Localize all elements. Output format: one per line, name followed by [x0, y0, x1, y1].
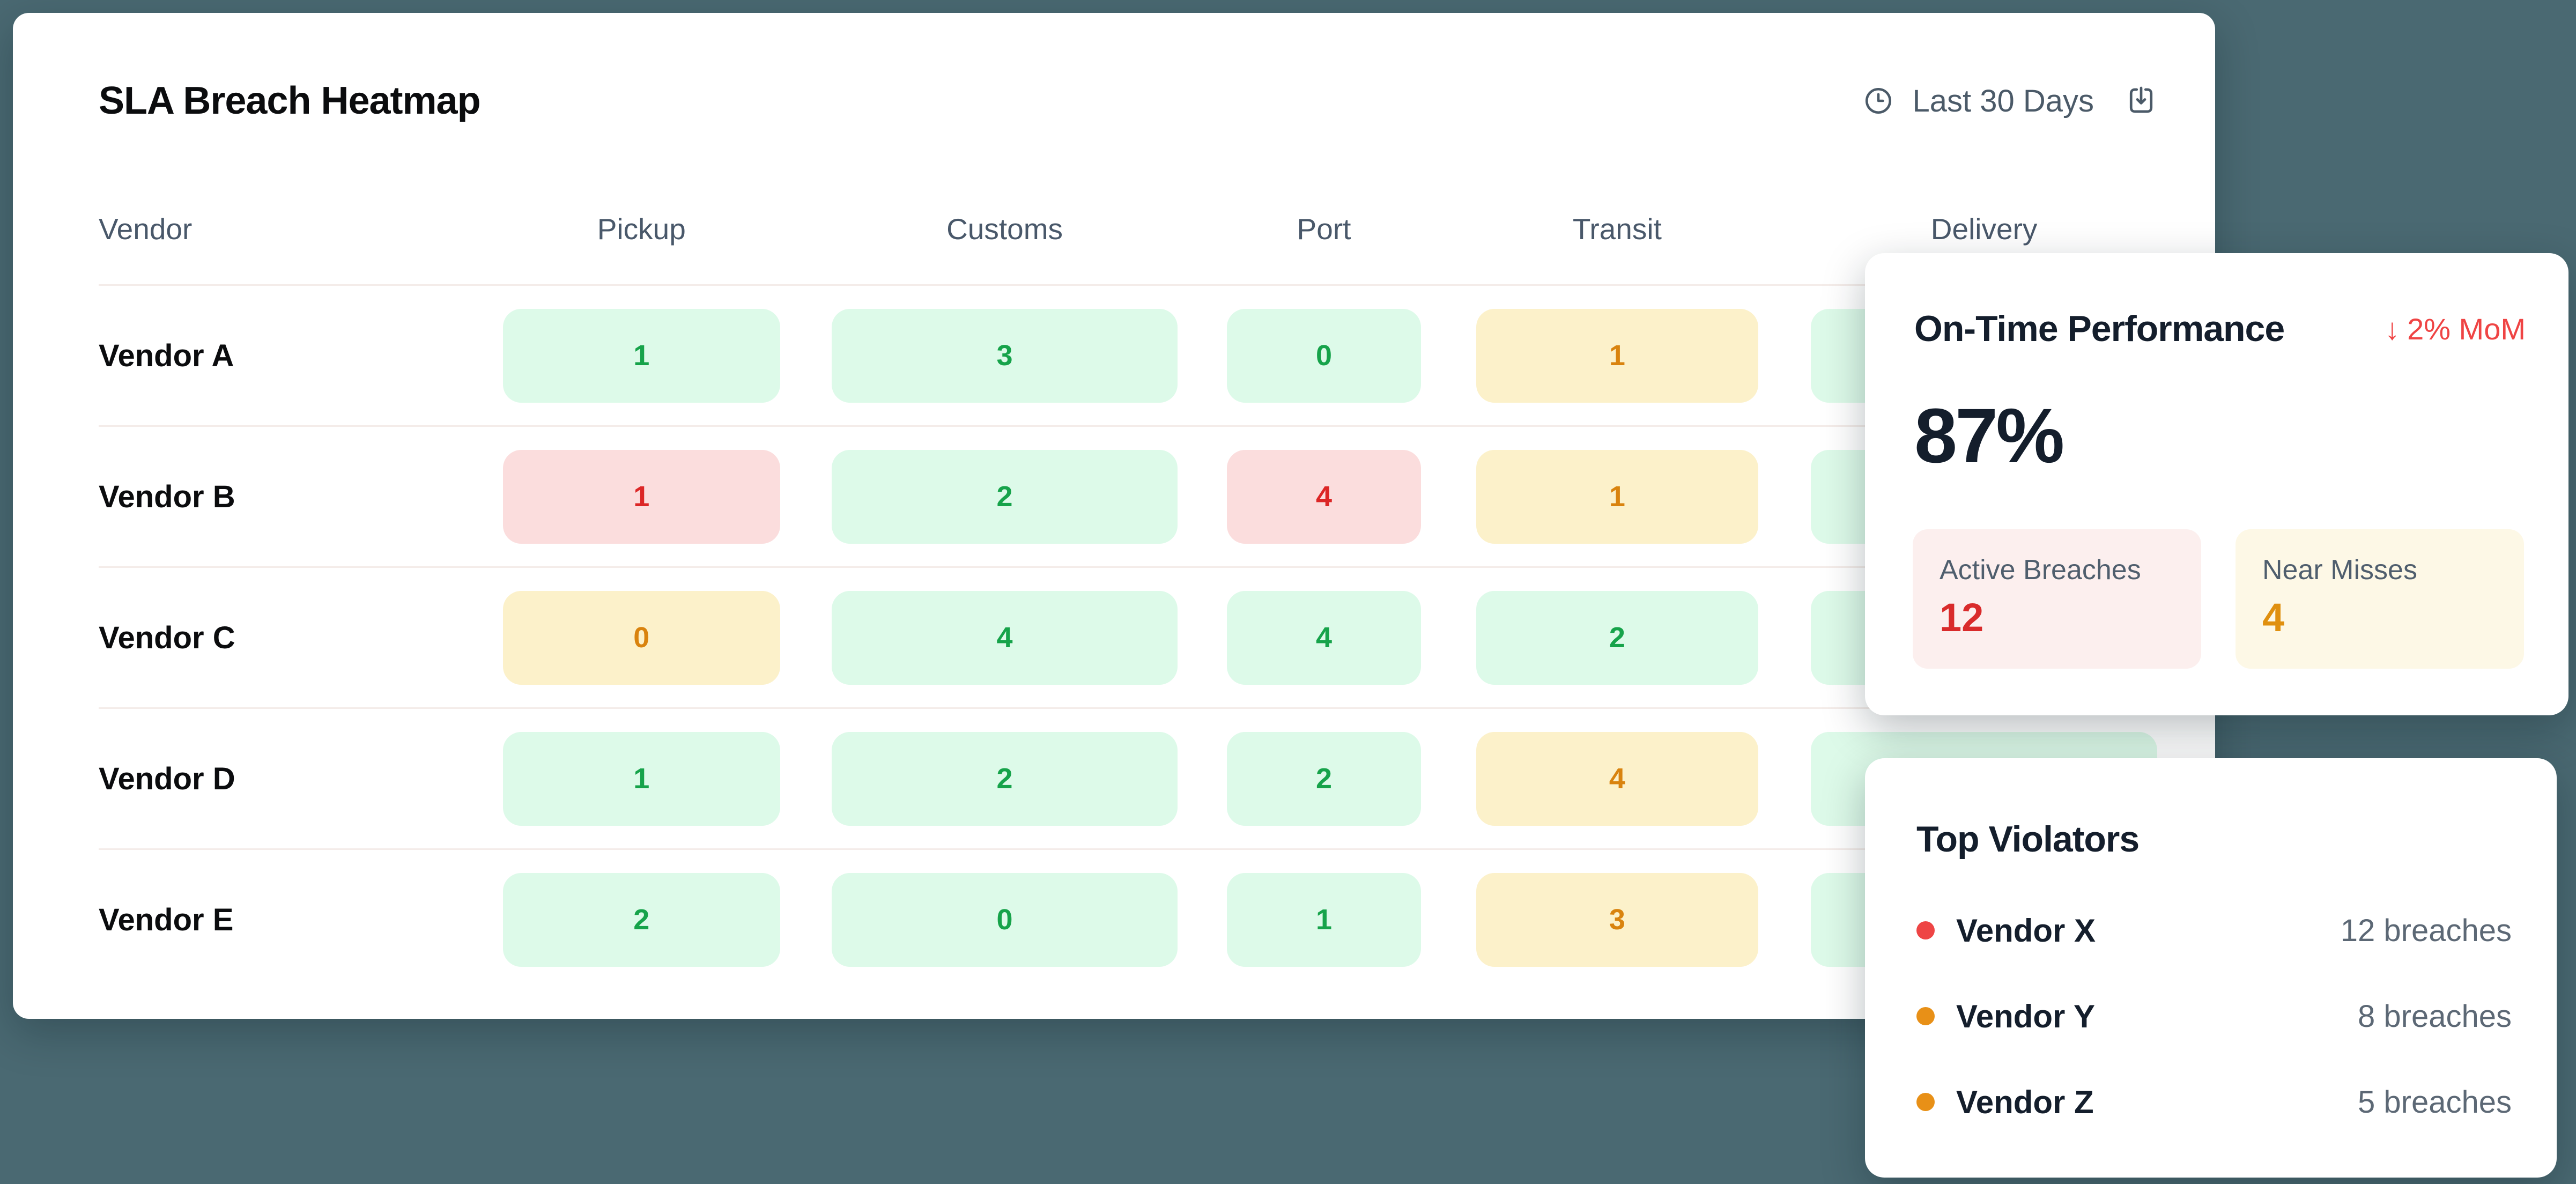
- heatmap-cell[interactable]: 4: [1476, 731, 1759, 826]
- status-dot-icon: [1916, 1007, 1935, 1025]
- heatmap-table: Vendor Pickup Customs Port Transit Deliv…: [99, 174, 2157, 989]
- heatmap-cell[interactable]: 2: [502, 872, 780, 967]
- heatmap-header: SLA Breach Heatmap Last 30 Days: [99, 64, 2157, 137]
- violator-name: Vendor X: [1956, 912, 2096, 949]
- heatmap-cell[interactable]: 1: [502, 731, 780, 826]
- violator-name: Vendor Y: [1956, 998, 2095, 1034]
- heatmap-cell[interactable]: 1: [502, 308, 780, 403]
- violators-list: Vendor X 12 breaches Vendor Y 8 breaches…: [1916, 887, 2512, 1145]
- stat-label: Active Breaches: [1940, 554, 2141, 586]
- download-icon: [2125, 85, 2157, 117]
- heatmap-cell[interactable]: 0: [1227, 308, 1421, 403]
- page-title: SLA Breach Heatmap: [99, 79, 481, 122]
- heatmap-cell[interactable]: 0: [831, 872, 1178, 967]
- clock-icon: [1863, 85, 1894, 116]
- heatmap-cell[interactable]: 1: [1227, 872, 1421, 967]
- heatmap-toolbar: Last 30 Days: [1863, 83, 2157, 119]
- arrow-down-icon: ↓: [2385, 312, 2400, 346]
- active-breaches-stat[interactable]: Active Breaches 12: [1913, 529, 2201, 669]
- trend-badge: ↓ 2% MoM: [2385, 312, 2526, 346]
- vendor-label: Vendor E: [99, 902, 234, 937]
- vendor-label: Vendor B: [99, 479, 235, 514]
- performance-title: On-Time Performance: [1914, 308, 2285, 349]
- list-item[interactable]: Vendor X 12 breaches: [1916, 887, 2512, 973]
- on-time-performance-card: On-Time Performance ↓ 2% MoM 87% Active …: [1865, 253, 2568, 715]
- status-dot-icon: [1916, 1093, 1935, 1111]
- column-header-customs: Customs: [946, 212, 1063, 246]
- heatmap-cell[interactable]: 3: [831, 308, 1178, 403]
- table-header-row: Vendor Pickup Customs Port Transit Deliv…: [99, 174, 2157, 286]
- column-header-pickup: Pickup: [597, 212, 686, 246]
- heatmap-cell[interactable]: 2: [831, 731, 1178, 826]
- heatmap-cell[interactable]: 2: [1476, 590, 1759, 685]
- breach-count: 5 breaches: [2358, 1084, 2512, 1120]
- top-violators-card: Top Violators Vendor X 12 breaches Vendo…: [1865, 758, 2557, 1178]
- performance-header: On-Time Performance ↓ 2% MoM: [1914, 308, 2526, 350]
- heatmap-cell[interactable]: 1: [1476, 449, 1759, 544]
- heatmap-cell[interactable]: 0: [502, 590, 780, 685]
- status-dot-icon: [1916, 921, 1935, 939]
- performance-stats: Active Breaches 12 Near Misses 4: [1913, 529, 2524, 669]
- heatmap-cell[interactable]: 1: [502, 449, 780, 544]
- heatmap-cell[interactable]: 4: [831, 590, 1178, 685]
- trend-label: 2% MoM: [2407, 312, 2526, 346]
- heatmap-cell[interactable]: 1: [1476, 308, 1759, 403]
- heatmap-cell[interactable]: 4: [1227, 449, 1421, 544]
- table-row: Vendor B 1 2 4 1: [99, 427, 2157, 568]
- table-row: Vendor D 1 2 2 4 3: [99, 709, 2157, 850]
- violators-title: Top Violators: [1916, 819, 2140, 860]
- vendor-label: Vendor D: [99, 761, 235, 796]
- table-row: Vendor A 1 3 0 1: [99, 286, 2157, 427]
- period-selector[interactable]: Last 30 Days: [1863, 83, 2094, 119]
- heatmap-cell[interactable]: 3: [1476, 872, 1759, 967]
- on-time-percentage: 87%: [1914, 393, 2064, 479]
- breach-count: 8 breaches: [2358, 998, 2512, 1034]
- violator-name: Vendor Z: [1956, 1084, 2094, 1120]
- period-label: Last 30 Days: [1912, 83, 2094, 119]
- breach-count: 12 breaches: [2340, 913, 2512, 948]
- list-item[interactable]: Vendor Z 5 breaches: [1916, 1059, 2512, 1145]
- heatmap-cell[interactable]: 2: [1227, 731, 1421, 826]
- near-misses-stat[interactable]: Near Misses 4: [2236, 529, 2524, 669]
- download-button[interactable]: [2125, 85, 2157, 117]
- vendor-label: Vendor C: [99, 620, 235, 655]
- list-item[interactable]: Vendor Y 8 breaches: [1916, 973, 2512, 1059]
- stat-value: 12: [1940, 595, 1984, 640]
- heatmap-cell[interactable]: 2: [831, 449, 1178, 544]
- table-row: Vendor E 2 0 1 3: [99, 850, 2157, 989]
- column-header-transit: Transit: [1572, 212, 1662, 246]
- column-header-delivery: Delivery: [1930, 212, 2038, 246]
- vendor-label: Vendor A: [99, 338, 234, 373]
- stat-label: Near Misses: [2262, 554, 2417, 586]
- stat-value: 4: [2262, 595, 2285, 640]
- table-row: Vendor C 0 4 4 2: [99, 568, 2157, 709]
- column-header-vendor: Vendor: [99, 212, 193, 246]
- column-header-port: Port: [1297, 212, 1351, 246]
- heatmap-cell[interactable]: 4: [1227, 590, 1421, 685]
